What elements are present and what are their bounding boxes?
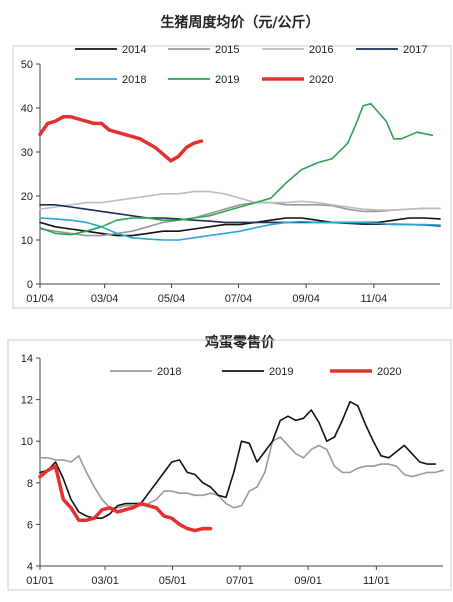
x-tick-label: 05/01 [159, 575, 187, 587]
chart-frame [12, 45, 452, 309]
y-tick-label: 10 [21, 235, 33, 247]
series-line-2016 [39, 190, 441, 211]
x-tick-label: 01/01 [26, 575, 54, 587]
series-line-2020 [38, 464, 213, 533]
y-tick-label: 20 [21, 191, 33, 203]
legend-label-2017: 2017 [403, 44, 427, 56]
x-tick-label: 11/01 [363, 575, 390, 587]
egg-price-plot: 4 6 8 10 12 14 01/01 03/01 05/01 07/01 09/01 11/01 2… [7, 339, 452, 591]
x-tick-label: 07/01 [226, 575, 254, 587]
x-tick-label: 01/04 [26, 293, 54, 305]
legend-label-2015: 2015 [215, 44, 239, 56]
chart-title: 鸡蛋零售价 [205, 335, 275, 351]
x-tick-label: 03/01 [91, 575, 119, 587]
y-tick-label: 12 [21, 395, 33, 407]
legend-label-2019: 2019 [269, 366, 293, 378]
x-tick-label: 05/04 [158, 293, 186, 305]
series-line-2018 [39, 436, 444, 509]
y-tick-label: 4 [27, 561, 33, 573]
y-tick-label: 14 [21, 353, 33, 365]
x-tick-label: 03/04 [91, 293, 119, 305]
series-line-2019 [39, 102, 434, 236]
x-tick-label: 09/01 [294, 575, 322, 587]
egg-price-chart: 鸡蛋零售价 4 6 8 10 12 14 01/01 03/01 05/01 07/01 09/01… [0, 300, 453, 602]
y-tick-label: 10 [21, 436, 33, 448]
series-line-2020 [38, 115, 204, 163]
legend-label-2018: 2018 [157, 366, 181, 378]
hog-price-plot: 0 10 20 30 40 50 01/04 03/04 05/04 07/04 09/04 11/0… [12, 44, 452, 309]
hog-price-chart: 生猪周度均价（元/公斤） 0 10 20 30 40 50 01/04 03/04 05/04 0… [0, 0, 453, 309]
legend-label-2018: 2018 [122, 74, 146, 86]
legend-label-2014: 2014 [122, 44, 146, 56]
chart-title: 生猪周度均价（元/公斤） [160, 15, 320, 31]
legend-label-2019: 2019 [215, 74, 239, 86]
series-line-2017 [39, 204, 441, 227]
series-line-2015 [39, 201, 441, 237]
y-tick-label: 30 [21, 147, 33, 159]
y-tick-label: 40 [21, 103, 33, 115]
x-tick-label: 07/04 [225, 293, 253, 305]
x-tick-label: 09/04 [292, 293, 320, 305]
legend-label-2016: 2016 [309, 44, 333, 56]
x-tick-label: 11/04 [360, 293, 387, 305]
y-tick-label: 8 [27, 478, 33, 490]
y-tick-label: 0 [27, 279, 33, 291]
chart-frame [7, 339, 452, 591]
y-tick-label: 50 [21, 59, 33, 71]
series-line-2019 [39, 400, 437, 519]
legend-label-2020: 2020 [309, 74, 333, 86]
legend-label-2020: 2020 [377, 366, 401, 378]
y-tick-label: 6 [27, 519, 33, 531]
series-line-2018 [39, 217, 441, 241]
